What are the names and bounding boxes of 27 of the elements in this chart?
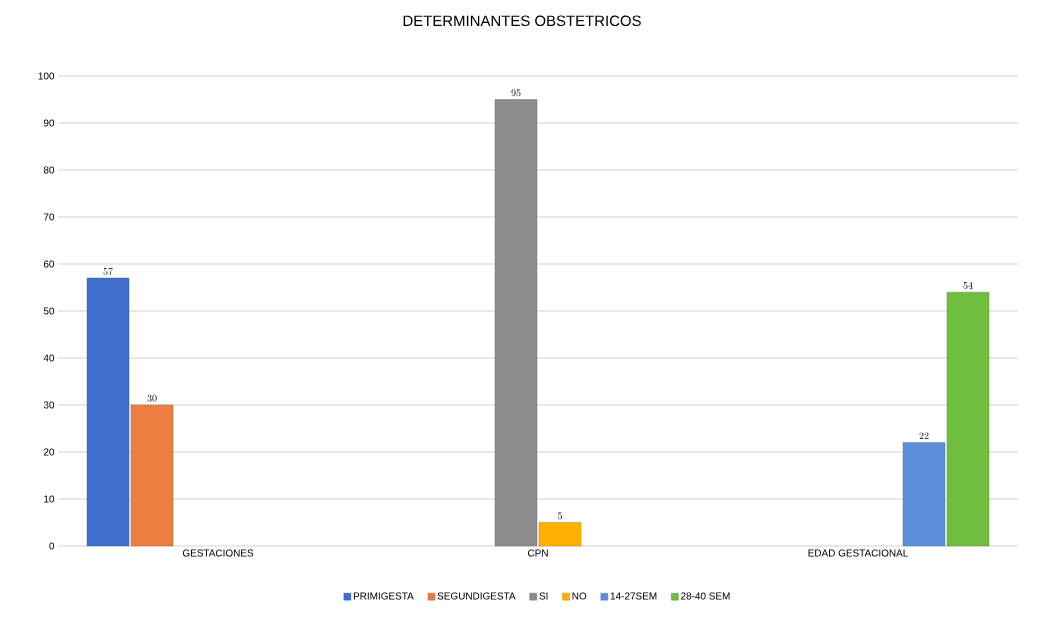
x-tick-label: EDAD GESTACIONAL — [808, 549, 908, 557]
legend-label: 14-27SEM — [610, 592, 657, 600]
x-tick-label: GESTACIONES — [182, 549, 254, 557]
data-label: 57 — [103, 267, 113, 275]
chart-title: DETERMINANTES OBSTETRICOS — [403, 15, 641, 27]
data-label: 30 — [147, 394, 157, 402]
legend-label: 28-40 SEM — [681, 592, 730, 600]
y-tick-label: 100 — [38, 72, 55, 80]
y-tick-label: 20 — [43, 448, 55, 456]
data-label: 54 — [963, 281, 973, 289]
x-tick-label: CPN — [527, 549, 548, 557]
data-label: 95 — [511, 89, 521, 97]
legend-label: SEGUNDIGESTA — [437, 592, 516, 600]
y-tick-label: 70 — [43, 213, 55, 221]
legend-label: PRIMIGESTA — [353, 592, 414, 600]
y-tick-label: 0 — [49, 542, 55, 550]
y-tick-label: 30 — [43, 401, 55, 409]
y-tick-label: 60 — [43, 260, 55, 268]
y-tick-label: 80 — [43, 166, 55, 174]
y-tick-label: 50 — [43, 307, 55, 315]
y-tick-label: 40 — [43, 354, 55, 362]
legend-label: SI — [539, 592, 548, 600]
y-tick-label: 10 — [44, 495, 55, 503]
legend-label: NO — [572, 592, 587, 600]
data-label: 5 — [558, 512, 562, 520]
y-tick-label: 90 — [43, 119, 55, 127]
data-label: 22 — [919, 432, 929, 440]
